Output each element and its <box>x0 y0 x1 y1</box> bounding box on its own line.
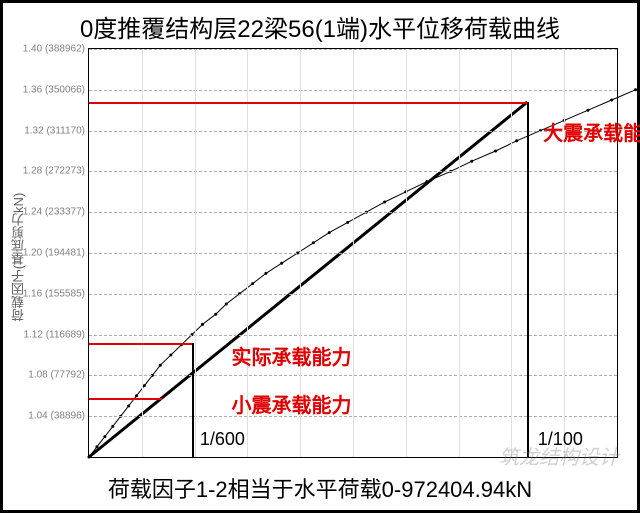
curve-marker <box>346 221 349 224</box>
curve-marker <box>111 425 114 428</box>
y-tick-label: 1.24 (233377) <box>23 207 85 218</box>
vertical-marker-line <box>527 102 529 457</box>
curve-marker <box>280 262 283 265</box>
curve-marker <box>515 139 518 142</box>
plot-area: 1.04 (38896)1.08 (77792)1.12 (116689)1.1… <box>88 48 618 458</box>
y-tick-label: 1.40 (388962) <box>23 44 85 55</box>
chart-container: 0度推覆结构层22梁56(1端)水平位移荷载曲线 荷载因子(基底剪力kN) 1.… <box>0 0 640 513</box>
vgrid-line <box>142 49 143 457</box>
curve-marker <box>610 99 613 102</box>
red-threshold-line <box>89 398 162 400</box>
curve-marker <box>214 313 217 316</box>
y-tick-label: 1.04 (38896) <box>28 411 85 422</box>
curve-marker <box>383 201 386 204</box>
curve-marker <box>225 303 228 306</box>
curve-marker <box>470 160 473 163</box>
vertical-marker-line <box>192 343 194 457</box>
vgrid-line <box>195 49 196 457</box>
curve-marker <box>127 405 130 408</box>
y-tick-label: 1.16 (155585) <box>23 288 85 299</box>
chart-title: 0度推覆结构层22梁56(1端)水平位移荷载曲线 <box>3 9 637 44</box>
x-annotation-label: 1/100 <box>538 429 583 450</box>
y-tick-label: 1.20 (194481) <box>23 248 85 259</box>
annotation-label: 小震承载能力 <box>232 389 352 418</box>
y-tick-label: 1.28 (272273) <box>23 166 85 177</box>
y-tick-label: 1.32 (311170) <box>24 125 85 136</box>
y-tick-label: 1.36 (350066) <box>23 84 85 95</box>
y-tick-label: 1.12 (116689) <box>23 329 85 340</box>
annotation-label: 大震承载能力 <box>543 117 640 146</box>
curve-marker <box>634 88 637 91</box>
curve-marker <box>312 241 315 244</box>
annotation-label: 实际承载能力 <box>232 341 352 370</box>
red-threshold-line <box>89 343 192 345</box>
y-tick-label: 1.08 (77792) <box>28 370 85 381</box>
red-threshold-line <box>89 102 527 104</box>
vgrid-line <box>564 49 565 457</box>
curve-marker <box>251 282 254 285</box>
vgrid-line <box>353 49 354 457</box>
curve-marker <box>264 272 267 275</box>
curve-marker <box>103 435 106 438</box>
vgrid-line <box>459 49 460 457</box>
curve-marker <box>169 354 172 357</box>
chart-caption: 荷载因子1-2相当于水平荷载0-972404.94kN <box>3 472 637 504</box>
vgrid-line <box>511 49 512 457</box>
curve-marker <box>586 109 589 112</box>
curve-marker <box>143 384 146 387</box>
curve-marker <box>494 150 497 153</box>
vgrid-line <box>406 49 407 457</box>
curve-marker <box>328 231 331 234</box>
x-annotation-label: 1/600 <box>200 429 245 450</box>
curve-marker <box>201 323 204 326</box>
curve-marker <box>159 364 162 367</box>
